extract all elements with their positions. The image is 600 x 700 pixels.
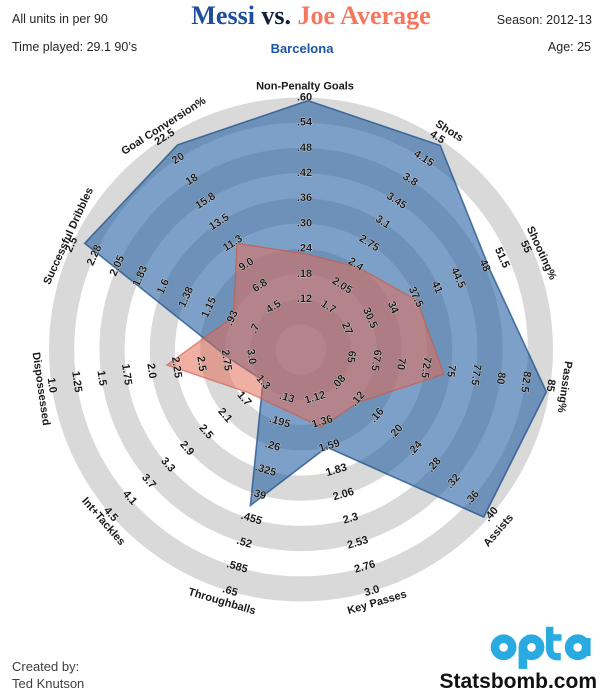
svg-text:1.5: 1.5: [95, 370, 109, 387]
svg-text:2.5: 2.5: [63, 235, 80, 254]
svg-text:.39: .39: [249, 487, 267, 503]
svg-text:67.5: 67.5: [368, 349, 383, 372]
svg-text:3.0: 3.0: [363, 583, 381, 599]
svg-text:20: 20: [170, 150, 187, 167]
svg-text:2.25: 2.25: [169, 356, 184, 379]
svg-text:2.75: 2.75: [219, 349, 234, 372]
svg-text:72.5: 72.5: [418, 356, 433, 379]
svg-text:.36: .36: [297, 192, 312, 204]
svg-text:75: 75: [444, 364, 458, 378]
svg-text:Non-Penalty Goals: Non-Penalty Goals: [256, 80, 354, 92]
svg-text:3.0: 3.0: [244, 348, 258, 365]
svg-text:.18: .18: [297, 268, 312, 280]
svg-text:70: 70: [394, 357, 408, 371]
svg-text:27: 27: [339, 320, 355, 336]
svg-text:.60: .60: [297, 91, 312, 103]
svg-text:55: 55: [518, 239, 534, 255]
svg-text:.48: .48: [297, 142, 312, 154]
svg-text:Statsbomb.com: Statsbomb.com: [439, 670, 597, 693]
svg-text:1.75: 1.75: [119, 363, 134, 386]
svg-text:.24: .24: [297, 243, 313, 255]
svg-text:18: 18: [184, 171, 201, 188]
svg-text:.65: .65: [221, 583, 239, 599]
svg-text:.30: .30: [297, 217, 312, 229]
svg-text:.13: .13: [278, 390, 296, 406]
svg-text:.7: .7: [248, 322, 263, 335]
svg-text:77.5: 77.5: [468, 363, 483, 386]
svg-text:1.25: 1.25: [69, 370, 84, 393]
svg-text:65: 65: [344, 350, 358, 364]
svg-text:1.83: 1.83: [325, 462, 349, 480]
svg-text:2.5: 2.5: [194, 355, 208, 372]
svg-text:82.5: 82.5: [518, 370, 533, 393]
svg-text:41: 41: [429, 279, 445, 295]
svg-text:.585: .585: [225, 558, 249, 576]
svg-text:85: 85: [544, 378, 558, 392]
svg-text:80: 80: [494, 371, 508, 385]
svg-text:.12: .12: [297, 293, 312, 305]
svg-text:34: 34: [385, 299, 401, 316]
svg-text:2.3: 2.3: [342, 511, 360, 527]
svg-text:2.0: 2.0: [144, 363, 158, 380]
svg-text:.26: .26: [264, 438, 282, 454]
svg-text:.42: .42: [297, 167, 312, 179]
svg-text:48: 48: [476, 258, 492, 274]
svg-text:.54: .54: [297, 117, 313, 129]
svg-text:.52: .52: [235, 535, 253, 551]
svg-text:1.0: 1.0: [45, 377, 59, 394]
